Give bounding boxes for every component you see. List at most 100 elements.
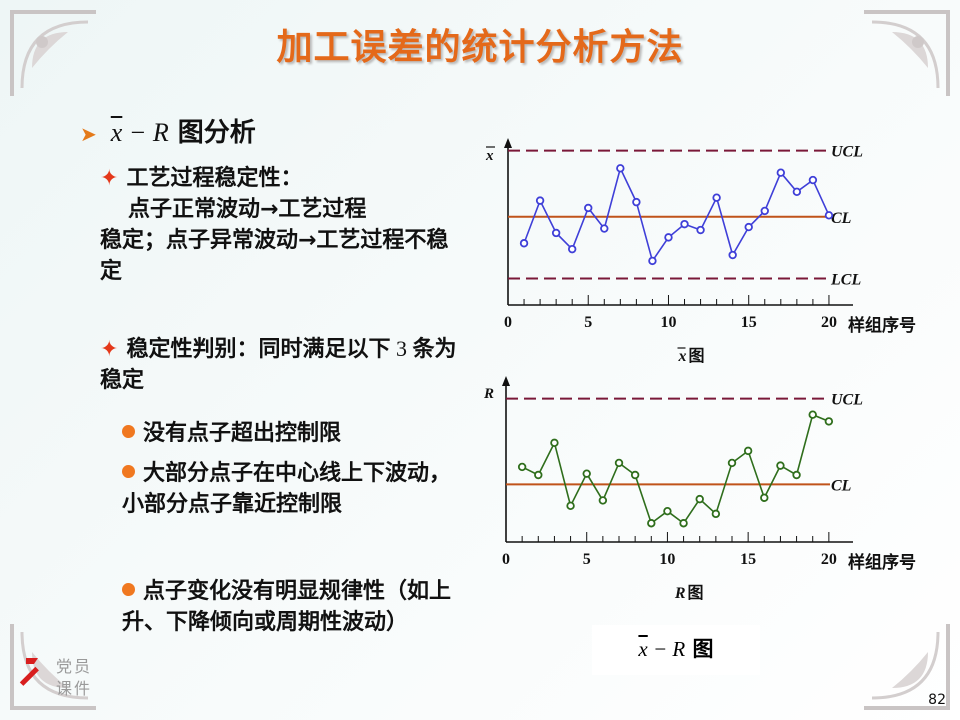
data-point bbox=[648, 256, 657, 266]
star-bullet-icon: ✦ bbox=[100, 337, 119, 362]
data-point bbox=[582, 469, 591, 478]
x-tick-label: 15 bbox=[740, 551, 756, 568]
data-point bbox=[711, 509, 721, 519]
x-axis-label: 样组序号 bbox=[848, 552, 916, 573]
party-label-line1: 党员 bbox=[56, 657, 93, 676]
data-point bbox=[584, 203, 593, 213]
star-bullet-icon: ✦ bbox=[100, 166, 119, 191]
data-point bbox=[760, 493, 769, 502]
data-point bbox=[598, 496, 608, 505]
caption-x-bar: x bbox=[638, 637, 648, 661]
data-point bbox=[630, 470, 640, 480]
dot-bullet-icon bbox=[122, 583, 135, 596]
caption-suffix: 图 bbox=[685, 637, 714, 661]
x-tick-label: 10 bbox=[659, 551, 675, 568]
x-tick-label: 0 bbox=[502, 551, 510, 568]
y-axis-arrow-icon bbox=[504, 138, 512, 148]
bullet-criteria-text-b: 条为稳定 bbox=[100, 337, 457, 393]
data-point bbox=[534, 470, 543, 480]
data-point bbox=[728, 250, 737, 260]
y-axis-label: x bbox=[485, 148, 494, 164]
slide-title: 加工误差的统计分析方法 bbox=[276, 27, 684, 68]
heading-x-bar: x bbox=[110, 118, 123, 147]
data-point bbox=[632, 197, 641, 207]
ucl-label: UCL bbox=[831, 392, 863, 409]
figure-caption: x − R 图 bbox=[592, 625, 760, 675]
chart-caption-var: x bbox=[678, 348, 687, 365]
chart-caption-var: R bbox=[674, 585, 686, 602]
data-point bbox=[535, 196, 545, 205]
data-point bbox=[647, 519, 656, 528]
data-point bbox=[567, 244, 577, 254]
data-point bbox=[743, 446, 753, 456]
data-point bbox=[808, 175, 818, 185]
data-point bbox=[792, 187, 802, 197]
corner-ornament-bottom-right bbox=[864, 624, 950, 710]
data-point bbox=[824, 417, 834, 426]
dot-bullet-icon bbox=[122, 465, 135, 478]
criterion-3: 点子变化没有明显规律性（如上升、下降倾向或周期性波动） bbox=[122, 576, 462, 638]
x-tick-label: 20 bbox=[821, 551, 837, 568]
data-point bbox=[712, 193, 721, 202]
bullet-criteria-number: 3 bbox=[390, 336, 413, 361]
series-line bbox=[523, 165, 830, 263]
data-point bbox=[680, 219, 689, 229]
criterion-2: 大部分点子在中心线上下波动，小部分点子靠近控制限 bbox=[122, 458, 462, 520]
cl-label: CL bbox=[831, 477, 852, 494]
data-point bbox=[696, 225, 705, 235]
lcl-label: LCL bbox=[830, 272, 861, 289]
data-point bbox=[824, 211, 834, 220]
data-point bbox=[808, 410, 817, 419]
x-tick-label: 10 bbox=[660, 314, 676, 331]
ucl-label: UCL bbox=[831, 144, 863, 161]
x-tick-label: 20 bbox=[821, 314, 837, 331]
cl-label: CL bbox=[831, 210, 852, 227]
data-point bbox=[792, 470, 801, 480]
party-label-line2: 课件 bbox=[56, 679, 93, 698]
corner-ornament-top-right bbox=[864, 10, 950, 96]
data-point bbox=[566, 501, 575, 511]
section-heading: ➤ x − R 图分析 bbox=[80, 112, 256, 149]
data-point bbox=[760, 206, 769, 216]
data-point bbox=[695, 494, 704, 504]
data-point bbox=[519, 239, 529, 248]
data-point bbox=[616, 164, 625, 173]
chart-caption-suffix: 图 bbox=[688, 583, 704, 602]
heading-suffix: 图分析 bbox=[168, 118, 256, 148]
chart-caption-suffix: 图 bbox=[689, 346, 705, 365]
x-axis-label: 样组序号 bbox=[848, 315, 916, 336]
x-tick-label: 5 bbox=[583, 551, 591, 568]
data-point bbox=[517, 462, 527, 472]
corner-ornament-top-left bbox=[10, 10, 96, 96]
corner-ornament-bottom-left bbox=[10, 624, 96, 710]
criterion-1: 没有点子超出控制限 bbox=[122, 418, 462, 449]
y-axis-label: R bbox=[483, 386, 494, 402]
y-axis-arrow-icon bbox=[502, 376, 510, 386]
data-point bbox=[664, 233, 673, 242]
party-courseware-label: 党员 课件 bbox=[56, 656, 92, 700]
data-point bbox=[551, 228, 561, 238]
bullet-stability-title: 工艺过程稳定性： bbox=[126, 166, 303, 191]
x-tick-label: 0 bbox=[504, 314, 512, 331]
bullet-stability: ✦ 工艺过程稳定性： 点子正常波动→工艺过程 稳定；点子异常波动→工艺过程不稳定 bbox=[100, 163, 462, 287]
bullet-criteria: ✦ 稳定性判别：同时满足以下 3 条为稳定 bbox=[100, 333, 462, 396]
dot-bullet-icon bbox=[122, 425, 135, 438]
bullet-stability-rest: 稳定；点子异常波动→工艺过程不稳定 bbox=[100, 228, 449, 284]
data-point bbox=[614, 458, 624, 468]
x-tick-label: 5 bbox=[584, 314, 592, 331]
criterion-2-text: 大部分点子在中心线上下波动，小部分点子靠近控制限 bbox=[122, 461, 452, 517]
data-point bbox=[550, 438, 559, 448]
criterion-1-text: 没有点子超出控制限 bbox=[143, 421, 342, 446]
x-tick-label: 15 bbox=[741, 314, 757, 331]
data-point bbox=[776, 168, 786, 177]
caption-r: R bbox=[672, 637, 686, 661]
caption-minus: − bbox=[647, 637, 673, 661]
data-point bbox=[727, 458, 737, 468]
data-point bbox=[776, 461, 785, 470]
party-emblem-icon bbox=[15, 658, 44, 688]
heading-r: R bbox=[152, 118, 169, 147]
data-point bbox=[600, 224, 609, 233]
page-number: 82 bbox=[928, 692, 946, 708]
